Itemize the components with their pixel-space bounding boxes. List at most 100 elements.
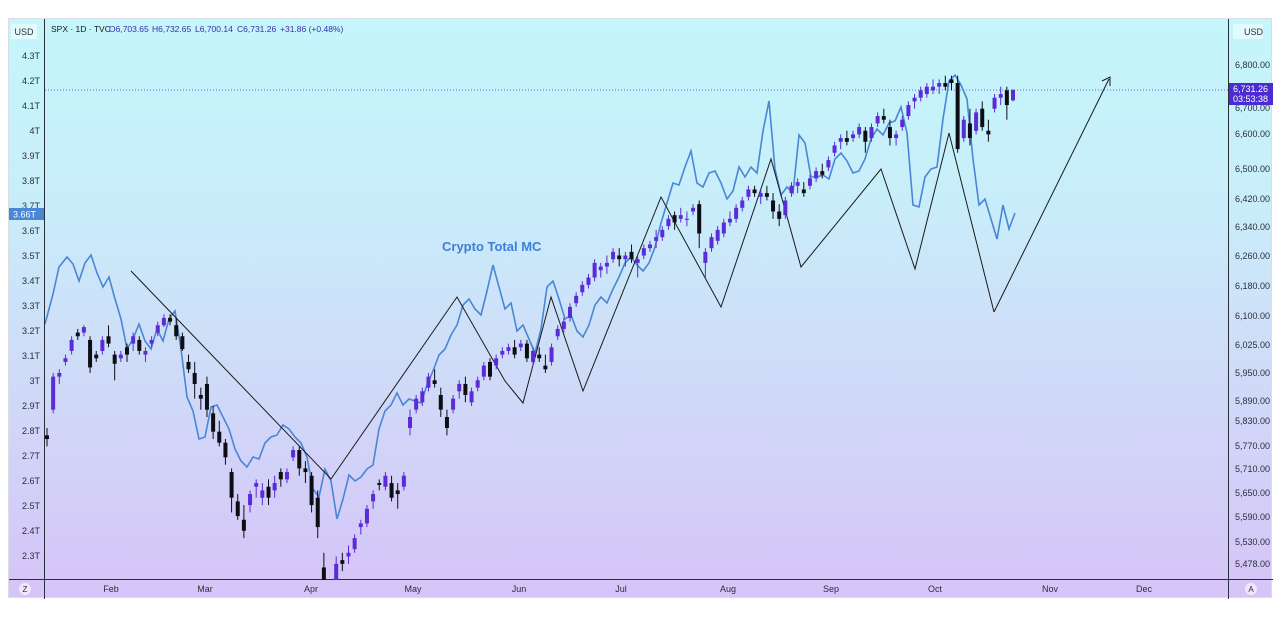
low-value: L6,700.14 bbox=[195, 24, 233, 34]
candle-body bbox=[789, 185, 794, 194]
month-label: Sep bbox=[823, 584, 839, 594]
month-label: May bbox=[404, 584, 422, 594]
candle-body bbox=[266, 486, 271, 498]
candle-body bbox=[623, 255, 628, 260]
candle-body bbox=[303, 468, 308, 473]
right-axis-tick-label: 5,890.00 bbox=[1235, 396, 1270, 406]
candle-body bbox=[211, 413, 216, 432]
crypto-total-mc-label: Crypto Total MC bbox=[442, 239, 542, 254]
candle-body bbox=[297, 450, 302, 469]
candle-body bbox=[783, 200, 788, 216]
month-label: Feb bbox=[103, 584, 119, 594]
chart-canvas: USD SPX · 1D · TVC O6,703.65 H6,732.65 L… bbox=[9, 19, 1273, 599]
candle-body bbox=[81, 327, 86, 333]
left-currency-badge[interactable] bbox=[11, 24, 37, 39]
candle-body bbox=[481, 365, 486, 377]
month-label: Nov bbox=[1042, 584, 1059, 594]
left-axis-tick-label: 3.6T bbox=[22, 226, 41, 236]
candle-body bbox=[377, 483, 382, 485]
candle-body bbox=[666, 218, 671, 227]
candle-body bbox=[580, 284, 585, 293]
candle-body bbox=[161, 317, 166, 326]
candle-body bbox=[309, 475, 314, 506]
candle-body bbox=[912, 97, 917, 102]
candle-body bbox=[660, 229, 665, 238]
chart-frame: USD SPX · 1D · TVC O6,703.65 H6,732.65 L… bbox=[8, 18, 1273, 599]
candle-body bbox=[740, 200, 745, 208]
candle-body bbox=[894, 134, 899, 139]
left-axis-tick-label: 3.5T bbox=[22, 251, 41, 261]
candle-body bbox=[463, 383, 468, 395]
projection-arrow-head bbox=[1101, 76, 1111, 86]
candle-body bbox=[204, 383, 209, 410]
candle-body bbox=[574, 295, 579, 304]
month-label: Jul bbox=[615, 584, 627, 594]
right-axis-tick-label: 6,180.00 bbox=[1235, 281, 1270, 291]
candle-body bbox=[346, 552, 351, 557]
symbol-label[interactable]: SPX · 1D · TVC bbox=[51, 24, 111, 34]
right-axis-tick-label: 6,800.00 bbox=[1235, 60, 1270, 70]
candle-body bbox=[371, 494, 376, 502]
candle-body bbox=[629, 251, 634, 260]
left-axis-tick-label: 4T bbox=[29, 126, 40, 136]
candle-body bbox=[998, 94, 1003, 98]
candle-body bbox=[494, 358, 499, 366]
month-label: Apr bbox=[304, 584, 318, 594]
right-axis-tick-label: 6,340.00 bbox=[1235, 222, 1270, 232]
candle-body bbox=[641, 248, 646, 256]
candle-body bbox=[678, 215, 683, 219]
candle-body bbox=[672, 215, 677, 223]
time-axis: Feb Mar Apr May Jun Jul Aug Sep Oct Nov Dec bbox=[103, 584, 1152, 594]
candle-body bbox=[887, 127, 892, 139]
high-value: H6,732.65 bbox=[152, 24, 191, 34]
candle-body bbox=[684, 218, 689, 220]
candle-body bbox=[611, 251, 616, 260]
left-axis-tick-label: 3.7T bbox=[22, 201, 41, 211]
left-axis-tick-label: 3T bbox=[29, 376, 40, 386]
candle-body bbox=[223, 442, 228, 458]
projection-arrow bbox=[993, 76, 1111, 313]
candle-body bbox=[94, 354, 99, 359]
candle-body bbox=[734, 207, 739, 219]
candle-body bbox=[291, 450, 296, 458]
candle-body bbox=[807, 178, 812, 186]
candle-body bbox=[149, 339, 154, 344]
right-axis-tick-label: 6,700.00 bbox=[1235, 103, 1270, 113]
candle-body bbox=[961, 119, 966, 139]
left-axis: 4.3T 4.2T 4.1T 4T 3.9T 3.8T 3.7T 3.6T 3.5T 3.4T 3.… bbox=[22, 51, 41, 561]
candle-body bbox=[106, 336, 111, 344]
candle-body bbox=[352, 538, 357, 550]
left-current-value: 3.66T bbox=[13, 210, 37, 220]
candle-body bbox=[561, 321, 566, 329]
candle-body bbox=[395, 490, 400, 495]
right-axis-tick-label: 6,420.00 bbox=[1235, 194, 1270, 204]
candle-body bbox=[420, 391, 425, 403]
candle-body bbox=[974, 112, 979, 131]
right-axis-tick-label: 6,260.00 bbox=[1235, 251, 1270, 261]
zoom-button[interactable]: Z bbox=[19, 583, 31, 595]
projection-arrow-shaft bbox=[993, 78, 1110, 313]
candle-body bbox=[709, 237, 714, 249]
right-axis-tick-label: 6,100.00 bbox=[1235, 311, 1270, 321]
candle-body bbox=[186, 361, 191, 370]
candle-body bbox=[992, 97, 997, 109]
crypto-total-mc-line bbox=[45, 73, 1016, 520]
auto-scale-button[interactable]: A bbox=[1245, 583, 1257, 595]
candle-body bbox=[764, 193, 769, 197]
candle-body bbox=[364, 508, 369, 524]
left-axis-tick-label: 4.1T bbox=[22, 101, 41, 111]
right-currency-label: USD bbox=[1244, 27, 1264, 37]
candle-body bbox=[124, 347, 129, 355]
right-axis-tick-label: 5,590.00 bbox=[1235, 512, 1270, 522]
candle-body bbox=[777, 211, 782, 219]
candle-body bbox=[469, 391, 474, 403]
candle-body bbox=[635, 259, 640, 263]
candle-body bbox=[457, 383, 462, 392]
candle-body bbox=[715, 229, 720, 241]
right-currency-badge[interactable] bbox=[1233, 24, 1263, 39]
candle-body bbox=[254, 483, 259, 487]
candle-body bbox=[155, 325, 160, 333]
candle-body bbox=[727, 218, 732, 223]
left-axis-tick-label: 2.8T bbox=[22, 426, 41, 436]
auto-scale-button-label: A bbox=[1248, 585, 1254, 594]
